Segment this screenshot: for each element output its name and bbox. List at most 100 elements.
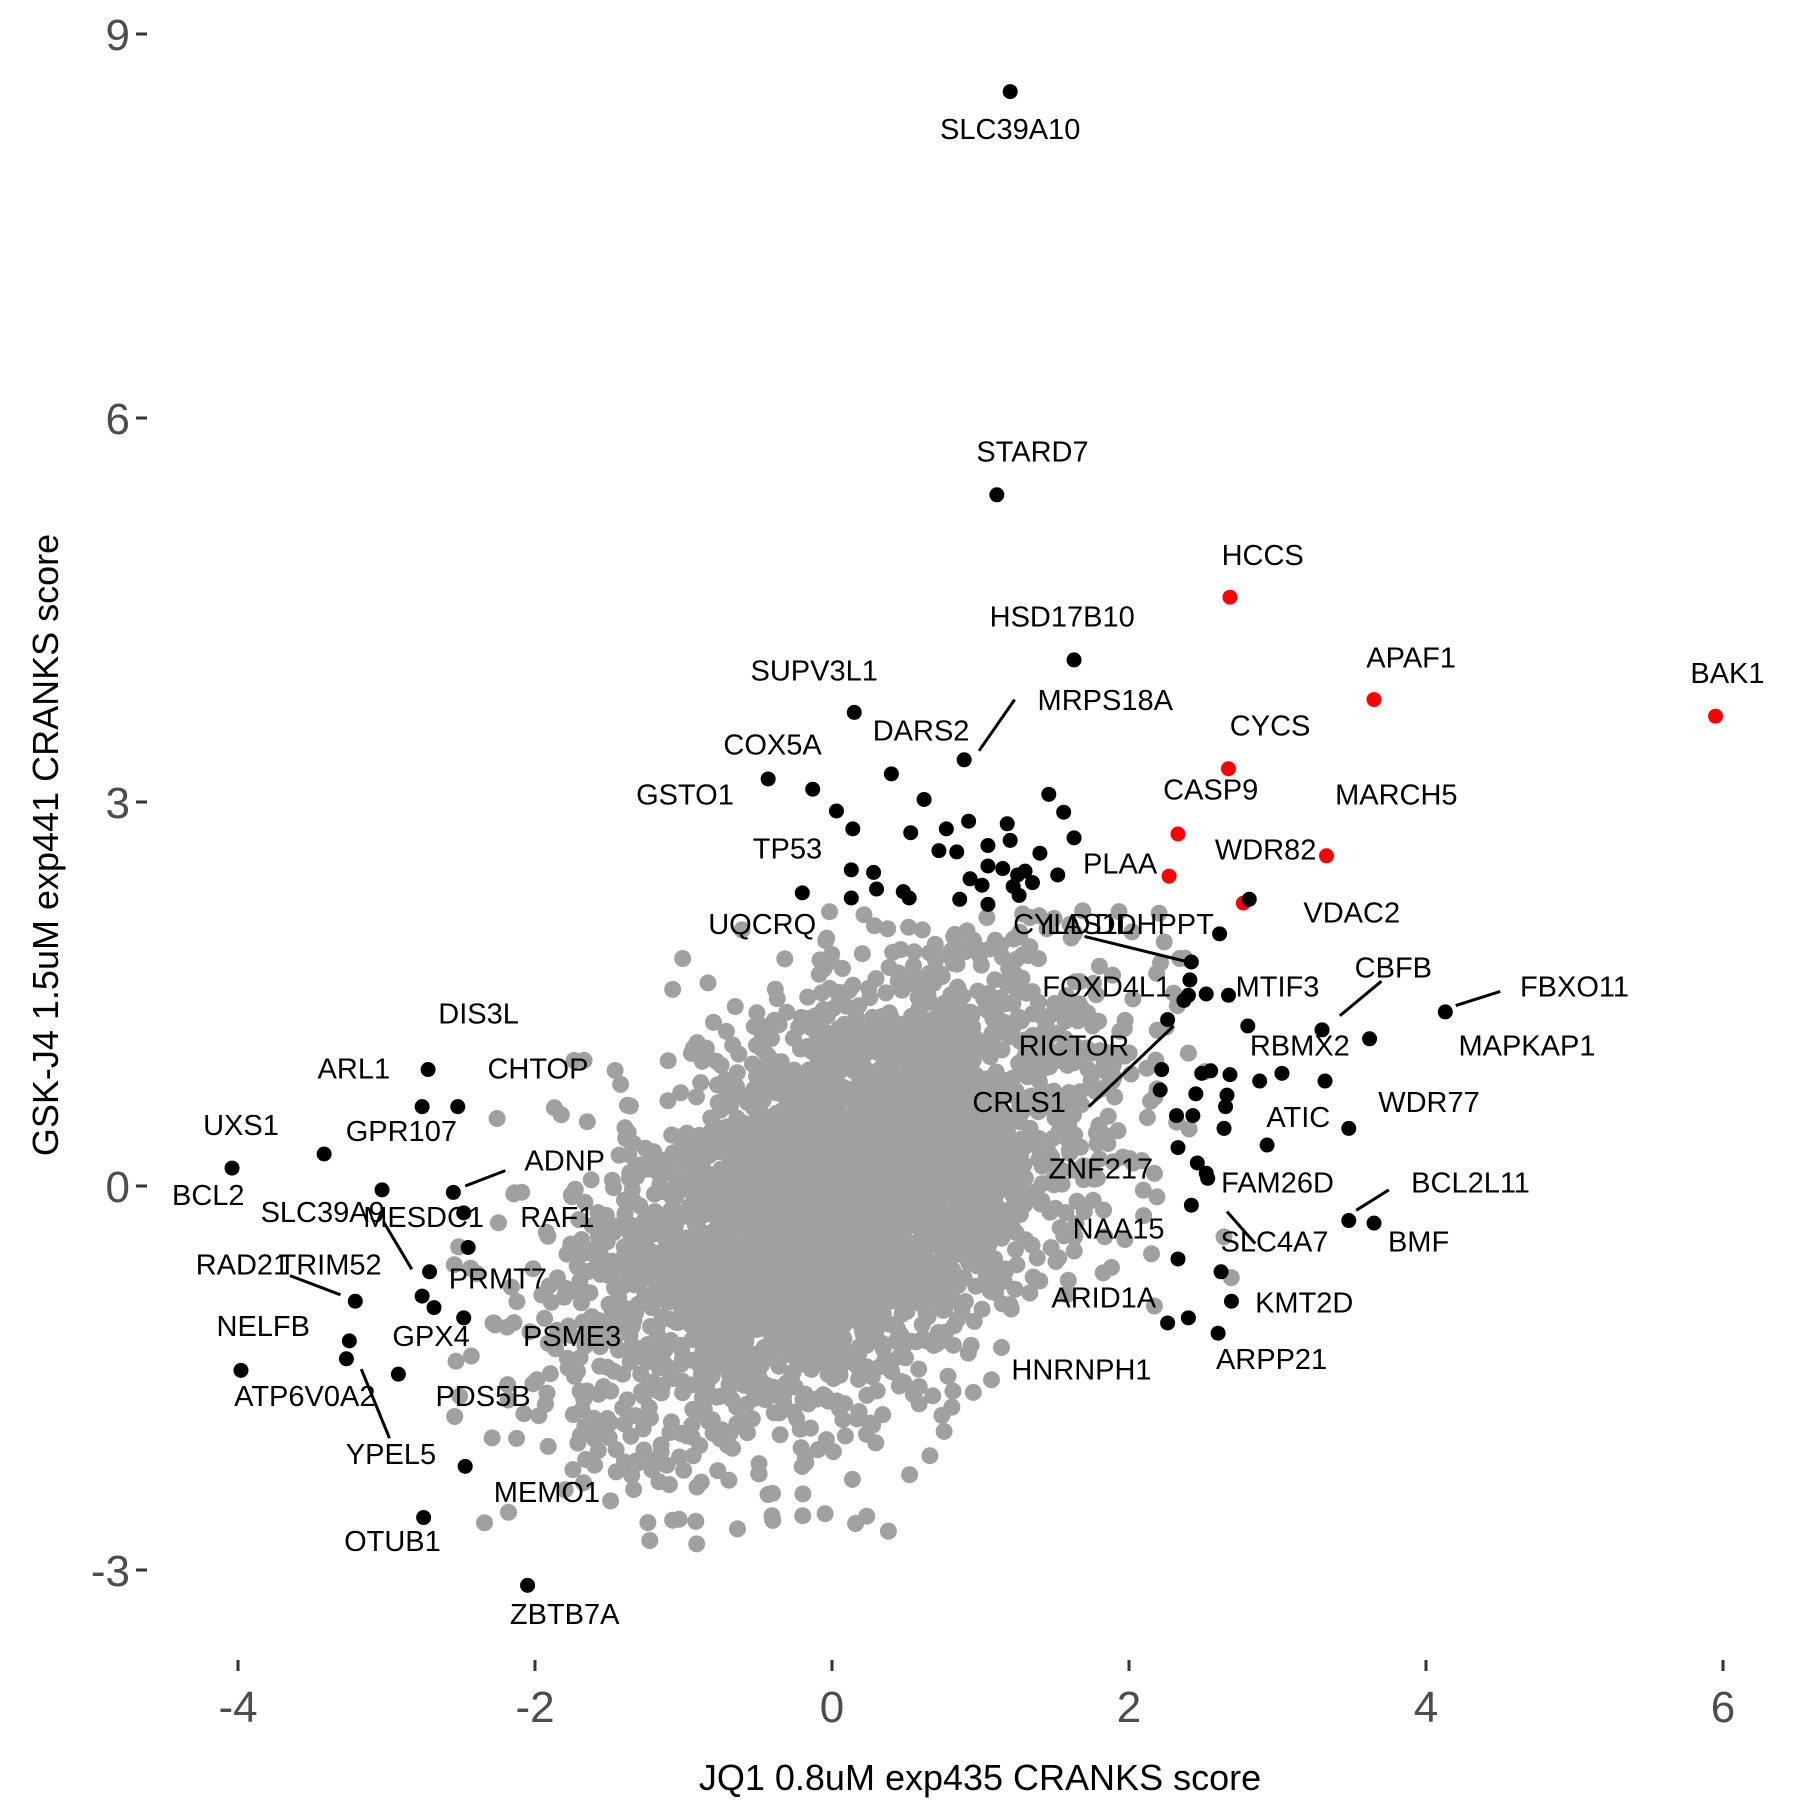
background-point [774, 1121, 792, 1139]
background-point [776, 950, 794, 968]
background-point [733, 921, 751, 939]
background-point [847, 1515, 865, 1532]
background-point [462, 1347, 480, 1365]
background-point [589, 1442, 607, 1460]
background-point [730, 1134, 747, 1152]
background-point [605, 1179, 622, 1197]
background-point [1021, 1284, 1039, 1302]
background-point [1116, 1231, 1134, 1248]
label-hsd17b10: HSD17B10 [990, 602, 1135, 634]
point-bcl2l11 [1341, 1213, 1357, 1229]
background-point [662, 1253, 680, 1271]
background-point [1109, 1122, 1127, 1140]
background-point [918, 1295, 936, 1312]
data-point [1017, 863, 1033, 879]
background-point [809, 1313, 827, 1331]
background-point [841, 1147, 859, 1164]
point-arl1 [414, 1099, 430, 1115]
background-point [811, 1326, 829, 1344]
data-point [1066, 830, 1082, 846]
background-point [904, 1016, 922, 1033]
background-point [538, 1384, 556, 1402]
background-point [852, 1217, 870, 1235]
background-point [867, 970, 885, 988]
background-point [853, 1195, 871, 1213]
point-bmf [1366, 1215, 1382, 1231]
label-hnrnph1: HNRNPH1 [1011, 1354, 1151, 1386]
background-point [903, 1148, 921, 1166]
background-point [969, 982, 987, 1000]
background-point [767, 1280, 785, 1298]
background-point [476, 1514, 493, 1532]
point-rad21 [347, 1293, 363, 1309]
data-point [1252, 1073, 1268, 1089]
background-point [949, 1204, 967, 1222]
background-point [664, 980, 682, 998]
data-point [1011, 887, 1027, 903]
background-point [685, 1261, 703, 1279]
point-slc4a7 [1170, 1251, 1186, 1267]
label-znf217: ZNF217 [1048, 1153, 1153, 1185]
background-point [674, 1384, 692, 1402]
background-point [944, 1261, 962, 1279]
background-point [688, 1535, 706, 1553]
label-rbmx2: RBMX2 [1250, 1030, 1350, 1062]
background-point [759, 1237, 777, 1255]
background-point [669, 1313, 687, 1331]
point-fbxo11 [1437, 1004, 1453, 1020]
background-point [524, 1260, 542, 1278]
point-mesdc1 [456, 1205, 472, 1221]
background-point [752, 1167, 770, 1185]
background-point [853, 1163, 871, 1181]
background-point [780, 1138, 798, 1156]
label-las1l: LAS1L [1047, 909, 1134, 941]
background-point [936, 1128, 953, 1146]
background-point [1090, 1116, 1108, 1134]
background-point [987, 1132, 1005, 1149]
background-point [515, 1405, 533, 1423]
background-point [1096, 1228, 1114, 1246]
background-point [799, 1295, 816, 1313]
background-point [732, 1265, 750, 1283]
background-point [874, 1340, 892, 1358]
background-point [799, 988, 817, 1006]
background-point [752, 1289, 770, 1307]
background-point [839, 1217, 856, 1235]
background-point [912, 1060, 930, 1078]
label-casp9: CASP9 [1163, 774, 1258, 806]
background-point [1090, 1012, 1108, 1030]
background-point [809, 1176, 827, 1194]
background-point [679, 1136, 697, 1154]
background-point [888, 1250, 906, 1268]
background-point [816, 1233, 834, 1251]
background-point [575, 1474, 593, 1492]
label-chtop: CHTOP [487, 1053, 588, 1085]
background-point [1018, 1068, 1036, 1086]
background-point [797, 1454, 815, 1472]
data-point [843, 890, 859, 906]
background-point [579, 1263, 597, 1280]
background-point [861, 1261, 879, 1279]
background-point [905, 957, 922, 975]
background-point [628, 1454, 646, 1472]
label-bcl2l11: BCL2L11 [1411, 1167, 1530, 1199]
data-point [845, 821, 861, 837]
background-point [1110, 903, 1128, 921]
background-point [989, 1223, 1007, 1240]
background-point [743, 1379, 761, 1397]
background-point [634, 1420, 652, 1438]
background-point [785, 1061, 803, 1079]
background-point [913, 921, 931, 939]
background-point [956, 1229, 974, 1247]
point-arid1a [1213, 1264, 1229, 1280]
label-arpp21: ARPP21 [1216, 1344, 1327, 1376]
point-adnp [445, 1184, 461, 1200]
background-point [597, 1206, 615, 1224]
background-point [798, 1152, 816, 1170]
y-axis-title: GSK-J4 1.5uM exp441 CRANKS score [25, 534, 66, 1156]
background-point [966, 1079, 984, 1097]
label-rictor: RICTOR [1019, 1030, 1130, 1062]
background-point [663, 1164, 681, 1182]
background-point [912, 1251, 930, 1269]
background-point [626, 1407, 644, 1425]
